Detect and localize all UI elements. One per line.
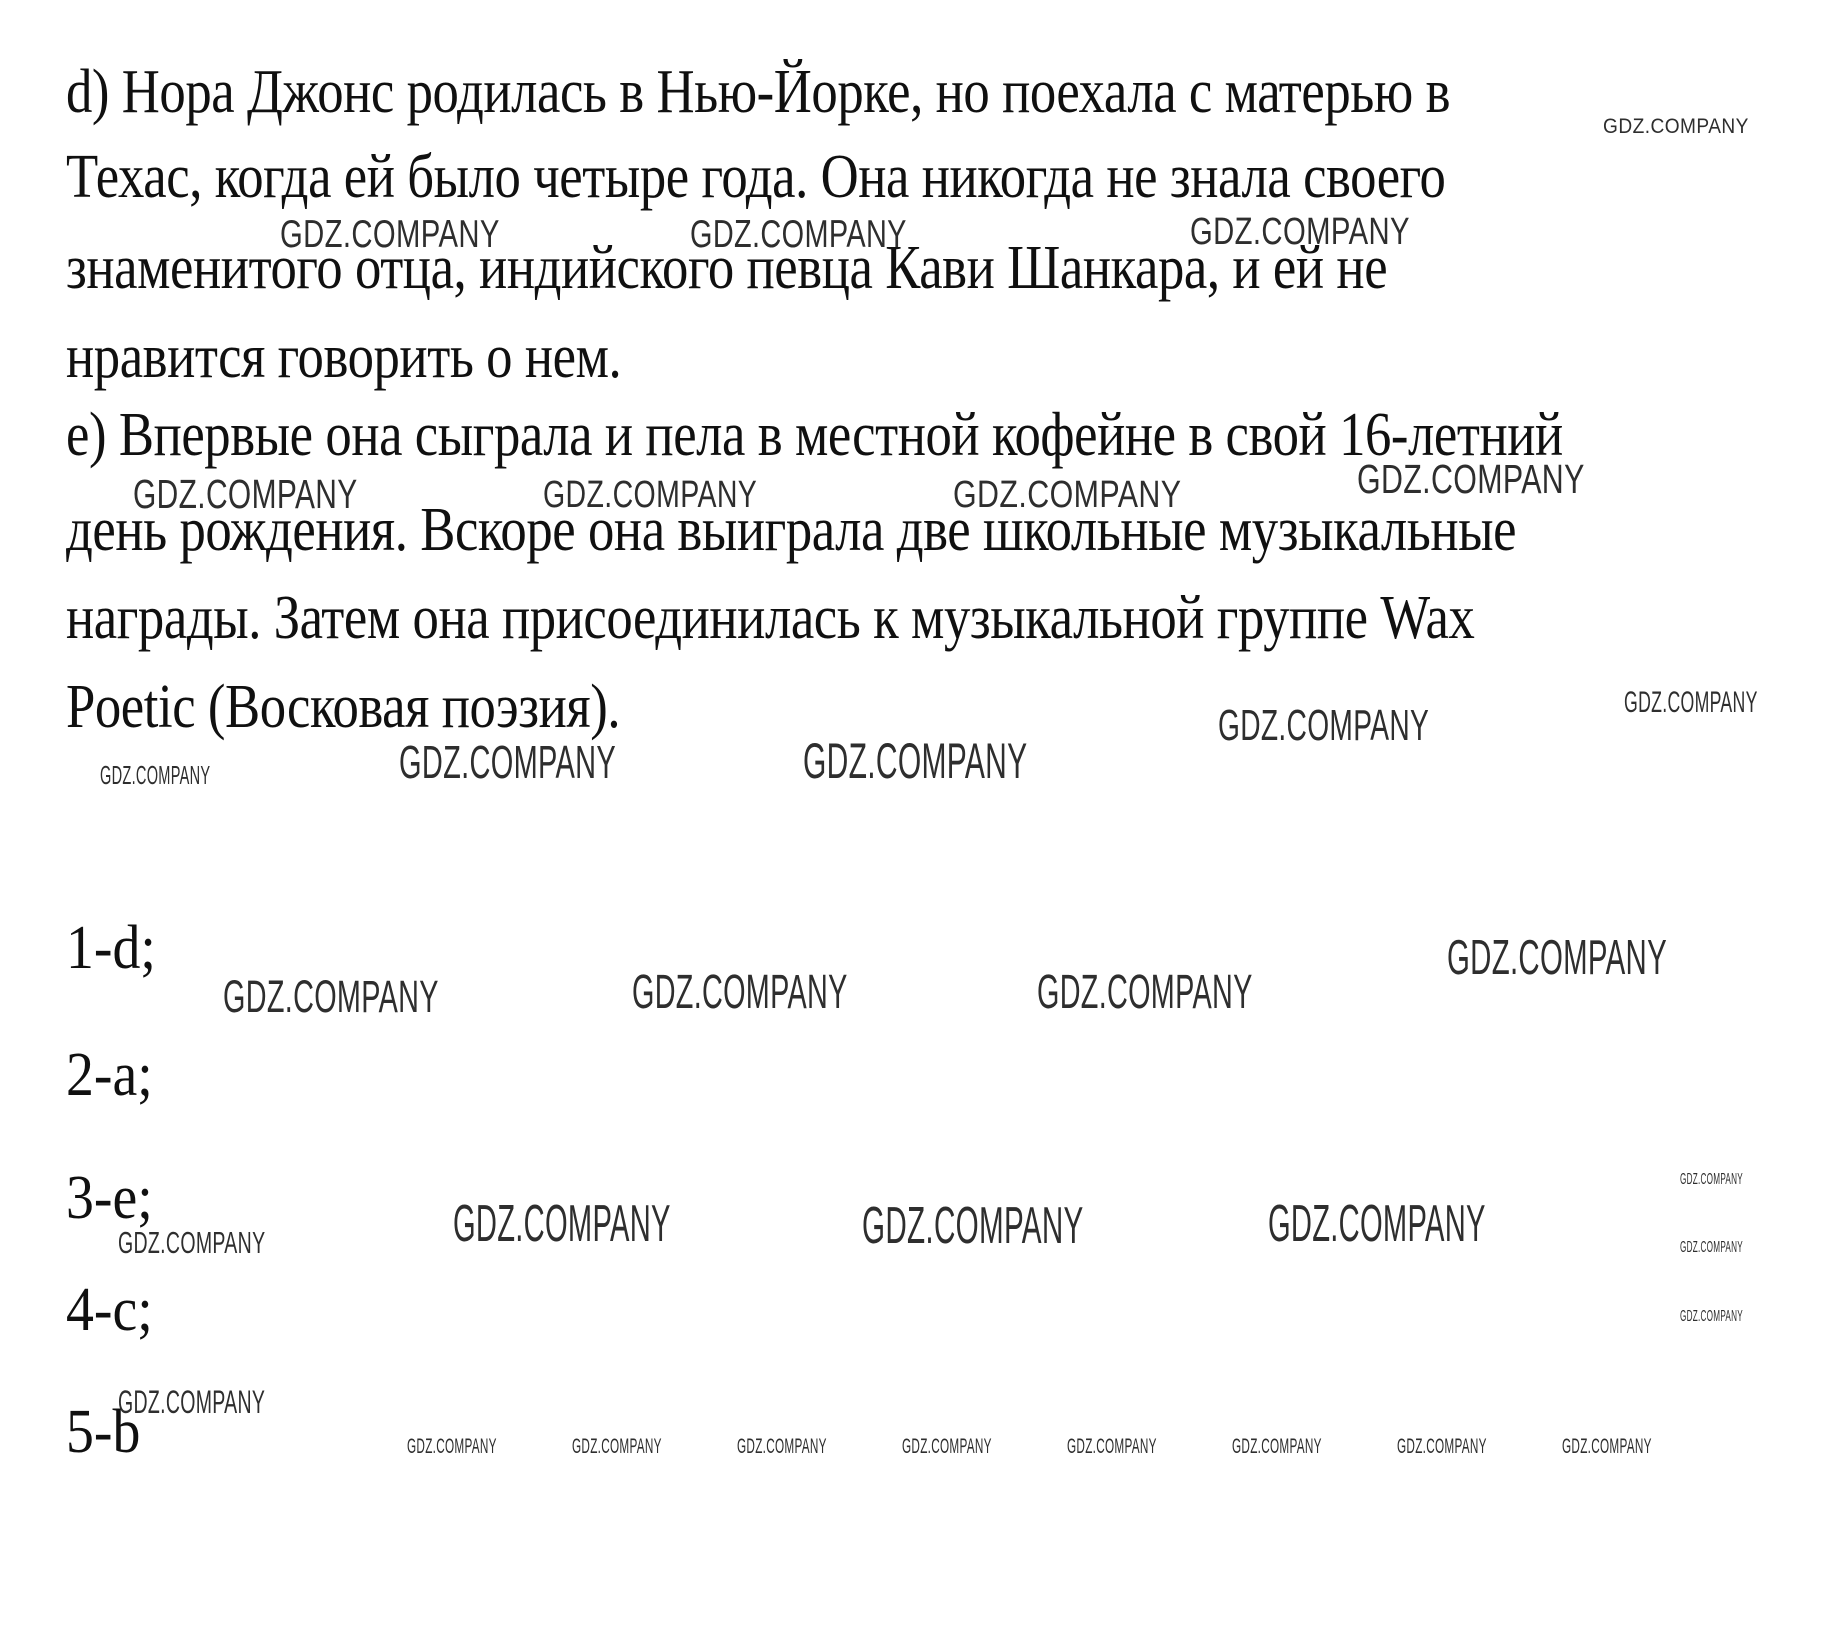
watermark-text: GDZ.COMPANY bbox=[690, 213, 907, 256]
answer-2: 2-a; bbox=[66, 1041, 153, 1109]
watermark-text: GDZ.COMPANY bbox=[737, 1435, 827, 1458]
watermark-text: GDZ.COMPANY bbox=[1037, 966, 1253, 1019]
watermark-text: GDZ.COMPANY bbox=[1680, 1308, 1743, 1325]
watermark-text: GDZ.COMPANY bbox=[803, 733, 1028, 789]
watermark-text: GDZ.COMPANY bbox=[1562, 1435, 1652, 1458]
answer-5: 5-b bbox=[66, 1398, 141, 1466]
watermark-text: GDZ.COMPANY bbox=[632, 966, 848, 1019]
watermark-text: GDZ.COMPANY bbox=[407, 1435, 497, 1458]
watermark-text: GDZ.COMPANY bbox=[1680, 1239, 1743, 1256]
answer-1: 1-d; bbox=[66, 914, 156, 982]
watermark-text: GDZ.COMPANY bbox=[953, 474, 1182, 516]
text-line-7: награды. Затем она присоединилась к музы… bbox=[66, 584, 1475, 652]
watermark-text: GDZ.COMPANY bbox=[1268, 1195, 1486, 1253]
watermark-text: GDZ.COMPANY bbox=[1680, 1171, 1743, 1188]
watermark-text: GDZ.COMPANY bbox=[1447, 931, 1668, 985]
text-line-1: d) Нора Джонс родилась в Нью-Йорке, но п… bbox=[66, 58, 1451, 126]
watermark-text: GDZ.COMPANY bbox=[1624, 686, 1758, 719]
watermark-text: GDZ.COMPANY bbox=[1357, 456, 1585, 502]
text-line-4: нравится говорить о нем. bbox=[66, 323, 622, 391]
text-line-8: Poetic (Восковая поэзия). bbox=[66, 673, 621, 741]
watermark-text: GDZ.COMPANY bbox=[100, 760, 211, 790]
watermark-text: GDZ.COMPANY bbox=[133, 471, 358, 517]
watermark-text: GDZ.COMPANY bbox=[1067, 1435, 1157, 1458]
answer-3: 3-e; bbox=[66, 1164, 153, 1232]
watermark-text: GDZ.COMPANY bbox=[280, 213, 500, 256]
watermark-text: GDZ.COMPANY bbox=[1397, 1435, 1487, 1458]
watermark-text: GDZ.COMPANY bbox=[572, 1435, 662, 1458]
watermark-text: GDZ.COMPANY bbox=[223, 971, 439, 1022]
watermark-text: GDZ.COMPANY bbox=[1218, 701, 1430, 750]
watermark-text: GDZ.COMPANY bbox=[118, 1225, 266, 1260]
watermark-text: GDZ.COMPANY bbox=[1603, 115, 1749, 138]
text-line-3: знаменитого отца, индийского певца Кави … bbox=[66, 234, 1388, 302]
answer-4: 4-c; bbox=[66, 1276, 153, 1344]
text-line-5: е) Впервые она сыграла и пела в местной … bbox=[66, 401, 1563, 469]
watermark-text: GDZ.COMPANY bbox=[118, 1384, 266, 1420]
watermark-text: GDZ.COMPANY bbox=[1190, 211, 1410, 253]
watermark-text: GDZ.COMPANY bbox=[399, 736, 617, 788]
text-line-6: день рождения. Вскоре она выиграла две ш… bbox=[66, 496, 1517, 564]
watermark-text: GDZ.COMPANY bbox=[453, 1195, 671, 1253]
watermark-text: GDZ.COMPANY bbox=[902, 1435, 992, 1458]
watermark-text: GDZ.COMPANY bbox=[1232, 1435, 1322, 1458]
watermark-text: GDZ.COMPANY bbox=[543, 474, 758, 516]
watermark-text: GDZ.COMPANY bbox=[862, 1197, 1084, 1255]
text-line-2: Техас, когда ей было четыре года. Она ни… bbox=[66, 143, 1446, 211]
